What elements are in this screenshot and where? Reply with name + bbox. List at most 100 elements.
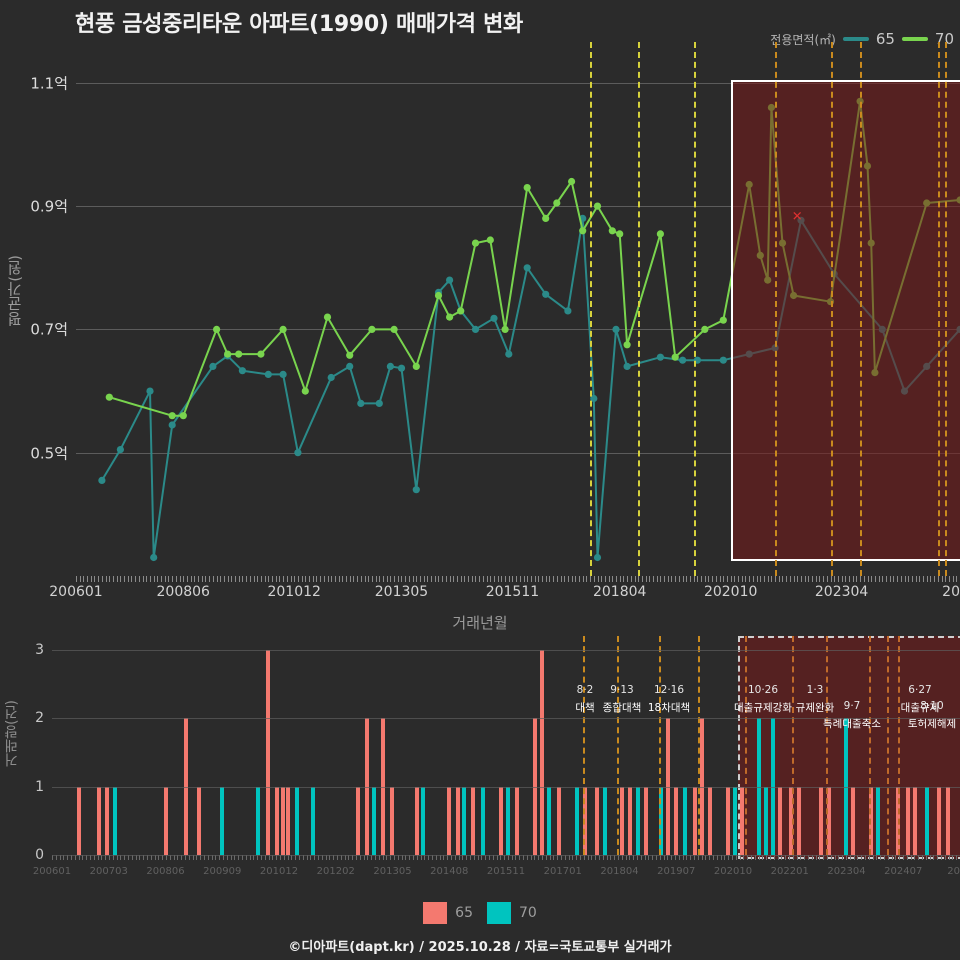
y-tick-label: 0.5억 <box>30 444 68 463</box>
data-point <box>579 227 587 235</box>
bottom-legend-item-65: 65 <box>423 902 473 924</box>
bar-x-tick-label: 200806 <box>146 866 185 877</box>
data-point <box>257 350 265 358</box>
policy-annotation-text: 특례대출축소 <box>823 718 881 730</box>
data-point <box>505 350 513 358</box>
data-point <box>98 476 106 484</box>
footer-credit: ©디아파트(dapt.kr) / 2025.10.28 / 자료=국토교통부 실… <box>288 940 672 955</box>
data-point <box>375 399 383 407</box>
legend-swatch-70 <box>901 37 928 41</box>
data-point <box>523 264 531 272</box>
bar-y-tick-label: 3 <box>35 642 44 658</box>
data-point <box>553 199 561 207</box>
volume-bar <box>603 786 608 855</box>
policy-annotation-date: 8·10 <box>920 700 944 712</box>
data-point <box>523 184 531 192</box>
volume-bar <box>619 786 624 855</box>
policy-marker-line <box>825 636 828 855</box>
policy-annotation-text: 대출규제 <box>900 702 940 714</box>
x-tick-label: 202304 <box>814 584 869 600</box>
volume-bar <box>925 786 930 855</box>
policy-marker-line <box>698 636 701 855</box>
bar-y-tick-label: 1 <box>35 778 44 795</box>
volume-bar <box>876 786 881 855</box>
data-point <box>301 387 309 395</box>
volume-bar <box>683 786 688 855</box>
policy-marker-line <box>869 636 872 855</box>
data-point <box>412 362 420 370</box>
volume-bar <box>556 786 561 855</box>
data-point <box>397 364 406 372</box>
bar-x-tick-label: 200909 <box>203 866 242 877</box>
policy-annotation-text: 토허제해제 <box>907 718 957 730</box>
volume-bar <box>197 786 202 855</box>
volume-bar <box>912 786 917 855</box>
data-point <box>501 325 509 333</box>
data-point <box>168 421 176 429</box>
bar-y-tick-label: 2 <box>35 710 44 727</box>
data-point <box>264 370 272 378</box>
data-point <box>457 307 465 315</box>
x-tick-label: 201012 <box>267 584 321 600</box>
bottom-legend-label-70: 70 <box>519 905 537 921</box>
policy-annotation-date: 9·13 <box>610 684 634 696</box>
data-point <box>150 553 158 562</box>
volume-bar <box>219 786 224 855</box>
data-point <box>357 399 365 407</box>
volume-bar <box>827 786 832 855</box>
volume-bar <box>546 786 551 855</box>
volume-bar <box>389 786 394 855</box>
bar-y-tick-label: 0 <box>35 847 44 863</box>
volume-bar <box>796 786 801 855</box>
policy-annotation-text: 18차대책 <box>647 702 691 714</box>
policy-marker-line <box>590 42 593 576</box>
bar-x-tick-label: 202407 <box>884 866 923 877</box>
volume-bar <box>471 786 476 855</box>
bar-gridline <box>52 718 960 720</box>
policy-annotation-text: 대책 <box>575 702 595 714</box>
volume-bar <box>708 786 713 855</box>
bar-x-tick-label: 202304 <box>827 866 866 877</box>
bar-x-tick-label: 201511 <box>486 866 526 877</box>
policy-marker-line <box>860 42 863 576</box>
policy-marker-line <box>887 636 890 855</box>
policy-annotation-date: 10·26 <box>747 684 779 696</box>
data-point <box>542 290 550 298</box>
x-tick-label: 2025 <box>942 584 960 600</box>
volume-bar <box>104 786 109 855</box>
policy-marker-line <box>583 636 586 855</box>
data-point <box>294 449 302 457</box>
bar-x-tick-label: 201012 <box>259 866 299 877</box>
x-tick-label: 201305 <box>374 584 429 600</box>
volume-bar <box>851 786 856 855</box>
volume-bar <box>356 786 361 855</box>
data-point <box>327 373 335 382</box>
data-point <box>593 202 602 210</box>
volume-bar <box>644 786 649 855</box>
policy-marker-line <box>744 636 747 855</box>
data-point <box>564 307 572 315</box>
volume-bar <box>740 786 745 855</box>
bar-x-tick-label: 2025 <box>947 866 960 877</box>
data-point <box>719 356 727 364</box>
volume-bar <box>275 786 280 855</box>
x-tick-label: 201804 <box>592 584 647 600</box>
gridline <box>76 329 960 331</box>
gridline <box>76 452 960 454</box>
policy-annotation-text: 규제완화 <box>795 702 835 714</box>
volume-bar <box>446 786 451 855</box>
data-point <box>656 230 665 238</box>
data-point <box>623 362 631 370</box>
data-point <box>623 341 631 349</box>
data-point <box>486 236 494 244</box>
data-point <box>168 412 176 420</box>
data-point <box>568 177 576 186</box>
volume-bar <box>539 650 544 855</box>
plot-area <box>76 52 960 576</box>
bar-x-tick-label: 200601 <box>32 866 72 877</box>
bar-gridline <box>52 786 960 788</box>
volume-bar <box>97 786 102 855</box>
price-line-chart: 평균가(원) 거래년월 0.5억 0.7억 0.9억 1.1억 200601 20080… <box>6 42 960 632</box>
data-point <box>471 239 480 247</box>
